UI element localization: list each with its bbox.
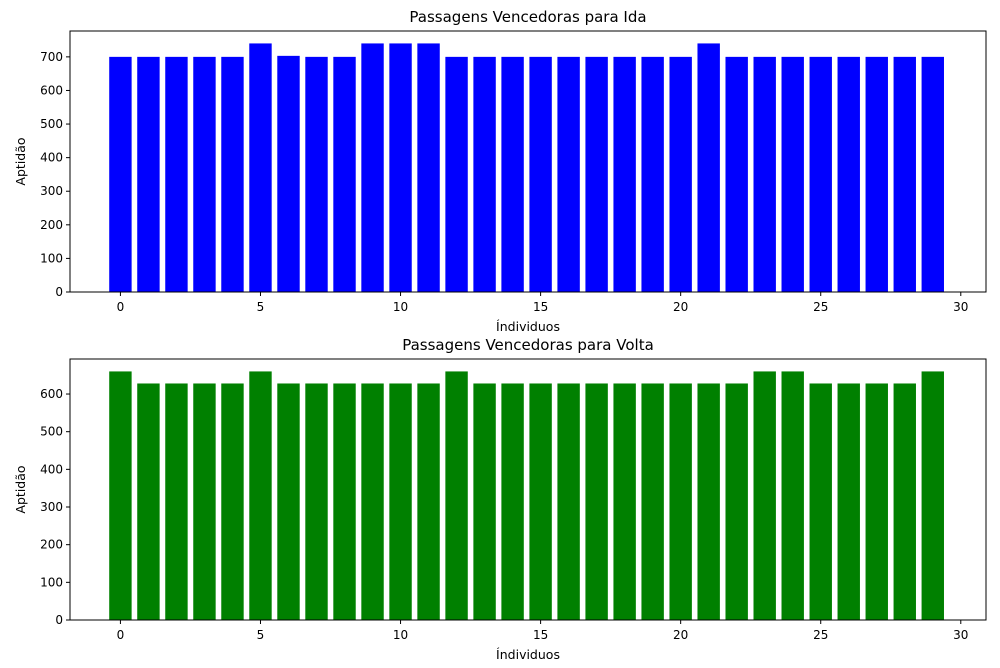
bar [921,371,944,620]
bar [725,383,748,620]
bar [249,43,272,292]
bar [753,56,776,292]
bar [137,56,160,292]
bar [613,56,636,292]
x-tick-label: 30 [953,300,968,314]
bar [641,383,664,620]
bar [809,56,832,292]
chart-title: Passagens Vencedoras para Volta [402,336,654,354]
bar [697,383,720,620]
bar [725,56,748,292]
bar [669,383,692,620]
bar [893,56,916,292]
bar [837,56,860,292]
plot-frame [69,358,987,621]
bar [445,56,468,292]
y-axis-label: Aptidão [13,137,28,185]
y-tick-label: 600 [40,83,63,97]
bar [585,56,608,292]
bar [865,383,888,620]
bar [137,383,160,620]
x-tick-label: 10 [393,300,408,314]
bar [613,383,636,620]
bar [669,56,692,292]
bar [809,383,832,620]
bar [473,56,496,292]
bar [221,56,244,292]
bar [193,383,216,620]
bar [109,56,132,292]
bar [305,383,328,620]
bar [697,43,720,292]
bar [837,383,860,620]
x-axis-label: Índividuos [496,319,560,334]
x-tick-label: 25 [813,300,828,314]
x-tick-label: 0 [117,628,125,642]
x-tick-label: 5 [257,300,265,314]
y-tick-label: 500 [40,117,63,131]
bar [277,383,300,620]
bar [445,371,468,620]
y-tick-label: 0 [55,613,63,627]
bar [529,383,552,620]
bar [921,56,944,292]
bar [389,383,412,620]
bar [557,383,580,620]
bar [193,56,216,292]
bar [781,56,804,292]
bar [865,56,888,292]
x-tick-label: 5 [257,628,265,642]
y-tick-label: 100 [40,251,63,265]
bar [165,383,188,620]
y-tick-label: 200 [40,538,63,552]
x-tick-label: 25 [813,628,828,642]
bar [473,383,496,620]
bar [501,56,524,292]
bar [109,371,132,620]
bar [781,371,804,620]
bar [753,371,776,620]
bar [249,371,272,620]
bar [277,55,300,292]
bar [333,383,356,620]
bar [585,383,608,620]
y-tick-label: 300 [40,184,63,198]
plot-frame [69,30,987,293]
bar [417,43,440,292]
y-axis-label: Aptidão [13,465,28,513]
x-tick-label: 15 [533,628,548,642]
x-tick-label: 30 [953,628,968,642]
bar [361,383,384,620]
bar [165,56,188,292]
bar [333,56,356,292]
x-tick-label: 10 [393,628,408,642]
y-tick-label: 400 [40,462,63,476]
bar [417,383,440,620]
x-tick-label: 0 [117,300,125,314]
bar [641,56,664,292]
y-tick-label: 700 [40,50,63,64]
bar [389,43,412,292]
x-tick-label: 15 [533,300,548,314]
chart-title: Passagens Vencedoras para Ida [409,8,646,26]
bar [501,383,524,620]
bar [529,56,552,292]
x-tick-label: 20 [673,628,688,642]
y-tick-label: 400 [40,151,63,165]
bar [361,43,384,292]
y-tick-label: 600 [40,387,63,401]
y-tick-label: 100 [40,575,63,589]
bar [893,383,916,620]
bar [305,56,328,292]
y-tick-label: 300 [40,500,63,514]
y-tick-label: 0 [55,285,63,299]
y-tick-label: 200 [40,218,63,232]
x-axis-label: Índividuos [496,647,560,662]
x-tick-label: 20 [673,300,688,314]
y-tick-label: 500 [40,425,63,439]
bar [221,383,244,620]
bar [557,56,580,292]
